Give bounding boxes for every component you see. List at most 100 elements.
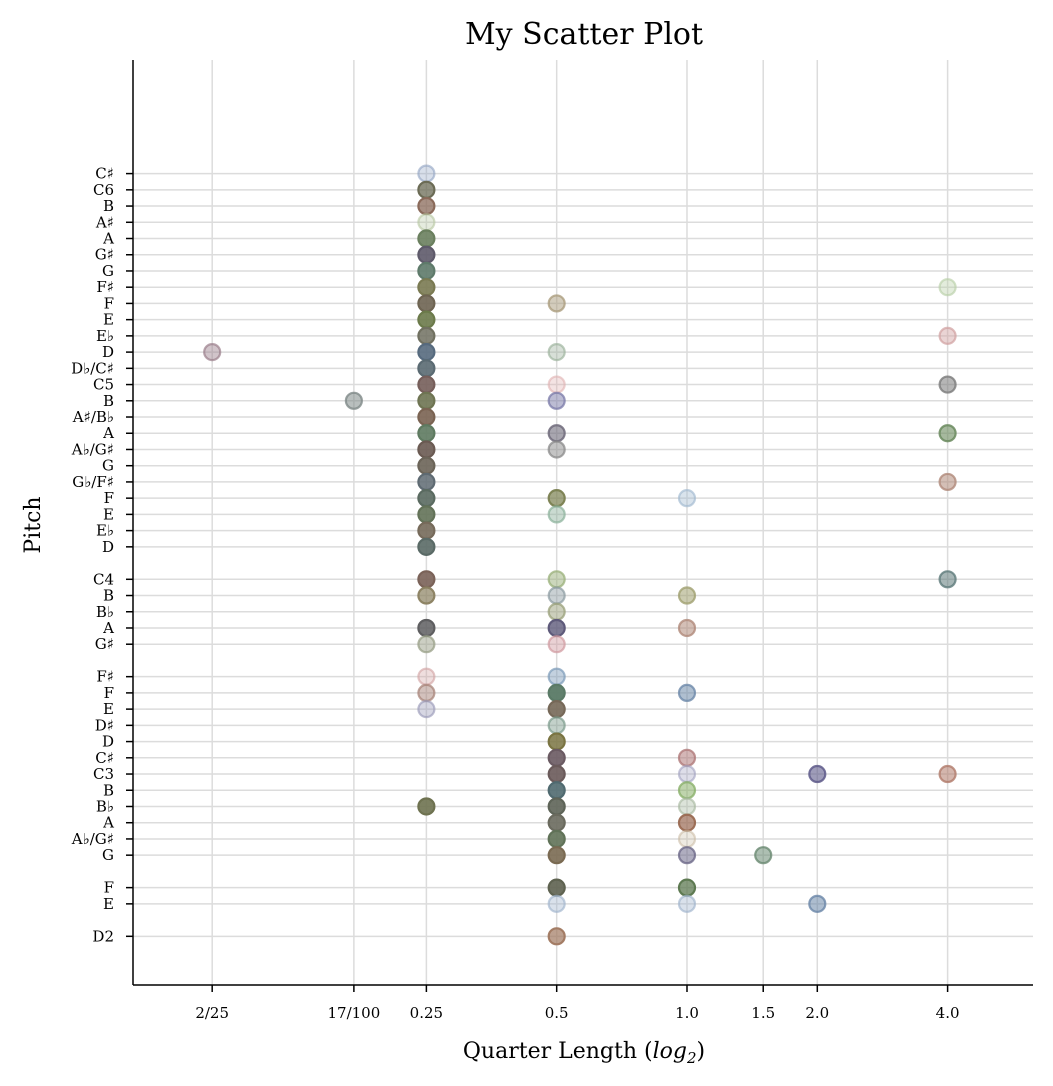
data-point [808, 764, 827, 784]
data-point [417, 440, 436, 459]
y-tick-label: G♭/F♯ [72, 473, 114, 491]
y-tick-label: B [103, 781, 114, 799]
y-tick-label: A [102, 424, 114, 442]
y-tick-label: B [103, 197, 114, 215]
data-point [547, 764, 566, 784]
y-tick-label: B♭ [96, 797, 114, 815]
data-point [417, 245, 436, 264]
y-axis-label: Pitch [21, 496, 46, 553]
y-tick-label: E♭ [96, 327, 114, 345]
data-point [417, 326, 436, 345]
y-tick-label: G♯ [95, 635, 114, 653]
data-point [677, 489, 697, 508]
data-point [677, 846, 697, 865]
chart-title: My Scatter Plot [465, 17, 703, 52]
y-tick-label: A♯ [95, 213, 114, 231]
y-tick-label: D2 [92, 927, 114, 945]
x-axis-label: Quarter Length (log2) [463, 1039, 705, 1067]
y-tick-label: G [102, 846, 114, 864]
y-tick-label: D♭/C♯ [71, 359, 114, 377]
y-gridlines [133, 172, 1033, 938]
data-point [417, 375, 436, 394]
data-point [938, 326, 957, 345]
data-point [677, 764, 697, 784]
data-point [417, 700, 436, 719]
x-tick-label: 0.5 [545, 1004, 569, 1022]
data-point [547, 618, 566, 638]
x-tick-label: 2/25 [195, 1004, 229, 1022]
data-point [417, 359, 436, 378]
x-tick-label: 4.0 [936, 1004, 960, 1022]
data-point [417, 229, 436, 248]
data-point [417, 618, 436, 638]
data-point [938, 570, 957, 589]
data-point [547, 667, 566, 686]
x-axis-label-sub: 2 [686, 1049, 697, 1067]
y-tick-label: F [104, 294, 114, 312]
data-point [417, 586, 436, 605]
data-point [677, 829, 697, 849]
data-point [938, 278, 957, 297]
data-point [938, 424, 957, 443]
data-point [547, 343, 566, 362]
data-point [547, 846, 566, 865]
data-point [417, 570, 436, 589]
data-point [808, 894, 827, 913]
y-tick-label: G [102, 457, 114, 475]
y-tick-label: A [102, 619, 114, 637]
data-point [547, 829, 566, 849]
data-point [417, 537, 436, 556]
data-point [417, 521, 436, 540]
y-tick-label: D [102, 538, 114, 556]
y-tick-label: A [102, 230, 114, 248]
y-tick-label: G♯ [95, 246, 114, 264]
y-tick-label: C4 [93, 570, 114, 588]
data-point [417, 635, 436, 654]
data-point [417, 505, 436, 524]
data-point [547, 489, 566, 508]
x-axis-label-text: Quarter Length ( [463, 1039, 653, 1064]
y-tick-label: C3 [93, 765, 114, 783]
data-point [547, 391, 566, 410]
data-point [677, 781, 697, 800]
data-point [547, 813, 566, 832]
data-point [938, 375, 957, 394]
y-tick-label: F [104, 879, 114, 897]
data-point [417, 489, 436, 508]
x-tick-label: 0.25 [410, 1004, 443, 1022]
data-point [417, 180, 436, 199]
data-point [344, 391, 363, 410]
data-point [417, 797, 436, 816]
data-point [417, 278, 436, 297]
data-point [547, 570, 566, 589]
data-point [677, 894, 697, 913]
y-tick-label: F [104, 684, 114, 702]
data-points [203, 164, 957, 946]
data-point [417, 294, 436, 313]
data-point [417, 164, 436, 183]
y-tick-label: C♯ [95, 749, 114, 767]
data-point [547, 797, 566, 816]
data-point [417, 407, 436, 427]
y-tick-label: B [103, 587, 114, 605]
y-tick-label: D [102, 343, 114, 361]
y-tick-label: B♭ [96, 603, 114, 621]
data-point [547, 424, 566, 443]
data-point [677, 683, 697, 702]
y-axis-ticks: C♯C6BA♯AG♯GF♯FEE♭DD♭/C♯C5BA♯/B♭AA♭/G♯GG♭… [71, 165, 133, 945]
data-point [547, 294, 566, 313]
y-tick-label: C5 [93, 376, 114, 394]
data-point [938, 764, 957, 784]
data-point [203, 343, 222, 362]
y-tick-label: F [104, 489, 114, 507]
x-gridlines [211, 60, 949, 985]
data-point [677, 586, 697, 605]
data-point [547, 683, 566, 702]
y-tick-label: B [103, 392, 114, 410]
y-tick-label: A♯/B♭ [72, 408, 114, 426]
data-point [677, 797, 697, 816]
x-tick-label: 1.5 [751, 1004, 775, 1022]
y-tick-label: E [103, 505, 114, 523]
data-point [417, 213, 436, 232]
